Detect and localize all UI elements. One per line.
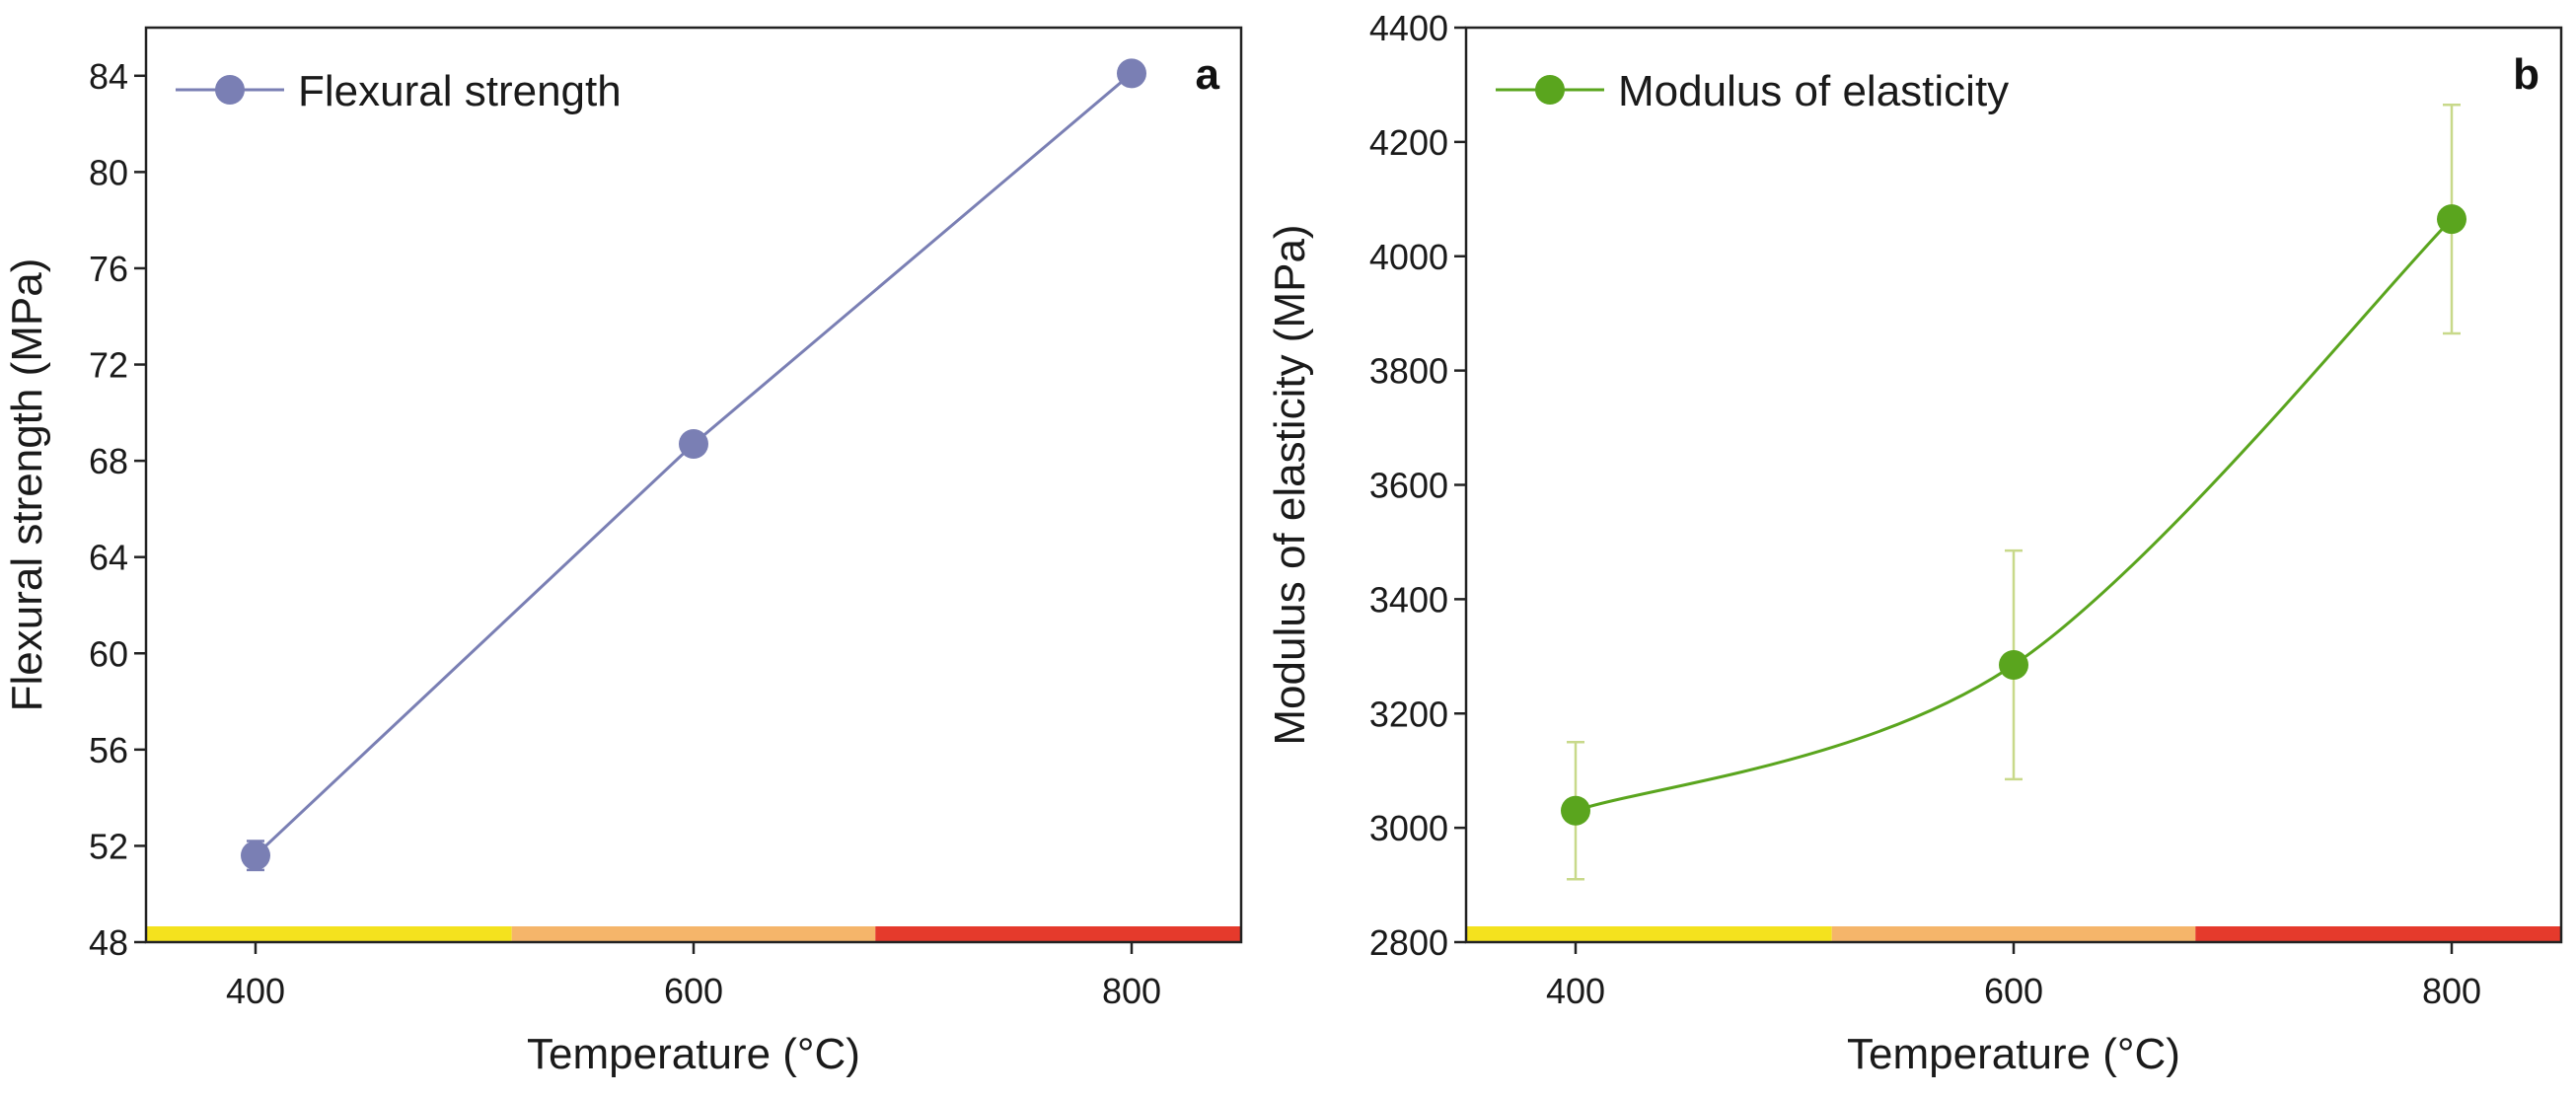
y-tick-label: 56: [89, 730, 128, 770]
y-tick-label: 72: [89, 345, 128, 386]
y-tick-label: 3800: [1369, 351, 1448, 392]
panel-letter: b: [2513, 50, 2539, 99]
series-line: [254, 72, 1133, 857]
x-tick-label: 800: [1102, 971, 1161, 1011]
data-point: [1999, 650, 2028, 681]
temperature-band-segment: [2195, 926, 2561, 942]
legend-label: Modulus of elasticity: [1618, 67, 2009, 115]
x-tick-label: 800: [2422, 971, 2481, 1011]
chart-panel-a: 48 52 56 60 64 68 72 76 80 84 400 600 800 Temperature…: [3, 26, 1243, 1078]
y-tick-label: 3200: [1369, 694, 1448, 734]
data-point: [1117, 58, 1146, 89]
data-point: [1561, 795, 1590, 826]
y-tick-label: 4200: [1369, 122, 1448, 163]
panel-letter: a: [1196, 50, 1220, 99]
y-tick-label: 84: [89, 56, 128, 97]
data-point: [2437, 204, 2466, 235]
temperature-band-segment: [146, 926, 512, 942]
y-tick-label: 76: [89, 249, 128, 289]
temperature-band-segment: [875, 926, 1241, 942]
y-tick-label: 60: [89, 633, 128, 674]
plot-frame: [1464, 26, 2563, 944]
temperature-band-segment: [1466, 926, 1832, 942]
y-tick-label: 4000: [1369, 237, 1448, 277]
y-axis-label: Flexural strength (MPa): [3, 258, 51, 712]
temperature-band-segment: [511, 926, 876, 942]
y-axis-label: Modulus of elasticity (MPa): [1266, 224, 1314, 745]
y-tick-label: 52: [89, 826, 128, 866]
data-point: [241, 841, 270, 871]
x-tick-label: 600: [1984, 971, 2043, 1011]
temperature-band-segment: [1831, 926, 2196, 942]
y-tick-label: 64: [89, 538, 128, 578]
y-tick-label: 68: [89, 441, 128, 481]
legend-marker: [1535, 75, 1565, 105]
legend-marker: [215, 75, 245, 105]
data-point: [679, 429, 708, 460]
y-tick-label: 80: [89, 152, 128, 192]
chart-panel-b: 2800 3000 3200 3400 3600 3800 4000 4200 4400 400 6…: [1266, 8, 2563, 1078]
y-tick-label: 3400: [1369, 579, 1448, 620]
y-tick-label: 2800: [1369, 922, 1448, 963]
x-tick-label: 600: [664, 971, 723, 1011]
series-line: [1575, 218, 2454, 813]
y-tick-label: 4400: [1369, 8, 1448, 48]
y-tick-label: 3600: [1369, 466, 1448, 506]
y-tick-label: 3000: [1369, 808, 1448, 848]
x-axis-label: Temperature (°C): [527, 1030, 860, 1078]
x-axis-label: Temperature (°C): [1847, 1030, 2180, 1078]
y-tick-label: 48: [89, 922, 128, 963]
legend-label: Flexural strength: [298, 67, 622, 115]
x-tick-label: 400: [1546, 971, 1605, 1011]
x-tick-label: 400: [226, 971, 285, 1011]
